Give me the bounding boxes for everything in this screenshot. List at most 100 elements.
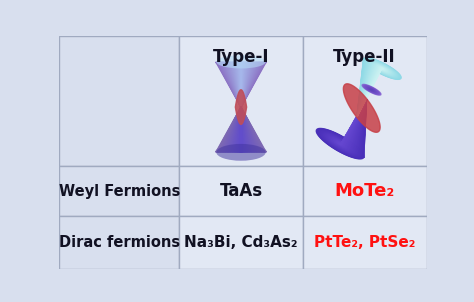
Polygon shape: [334, 99, 366, 148]
Polygon shape: [318, 99, 366, 158]
Text: PtTe₂, PtSe₂: PtTe₂, PtSe₂: [314, 235, 415, 250]
Polygon shape: [219, 62, 263, 107]
Polygon shape: [319, 99, 366, 157]
Polygon shape: [233, 107, 248, 152]
Text: Type-I: Type-I: [213, 48, 269, 66]
Polygon shape: [228, 107, 254, 152]
Polygon shape: [316, 99, 366, 159]
Polygon shape: [335, 99, 366, 147]
Polygon shape: [224, 107, 258, 152]
Ellipse shape: [216, 55, 265, 69]
Bar: [59, 165, 179, 217]
Bar: [302, 36, 427, 165]
Polygon shape: [226, 107, 256, 152]
Polygon shape: [357, 64, 391, 117]
Polygon shape: [337, 99, 366, 145]
Polygon shape: [236, 90, 246, 124]
Polygon shape: [357, 59, 399, 117]
Polygon shape: [357, 60, 397, 117]
Polygon shape: [357, 65, 388, 117]
Polygon shape: [232, 62, 250, 107]
Polygon shape: [357, 58, 401, 117]
Polygon shape: [234, 107, 248, 152]
Polygon shape: [233, 62, 248, 107]
Polygon shape: [357, 62, 395, 117]
Polygon shape: [223, 107, 259, 152]
Polygon shape: [324, 99, 366, 154]
Polygon shape: [357, 68, 383, 117]
Text: Dirac fermions: Dirac fermions: [59, 235, 180, 250]
Polygon shape: [230, 62, 252, 107]
Polygon shape: [357, 66, 388, 117]
Polygon shape: [357, 66, 387, 117]
Polygon shape: [357, 58, 401, 117]
Polygon shape: [222, 107, 260, 152]
Polygon shape: [231, 62, 251, 107]
Polygon shape: [227, 62, 255, 107]
Polygon shape: [216, 62, 266, 107]
Polygon shape: [328, 99, 366, 152]
Polygon shape: [338, 99, 366, 145]
Polygon shape: [236, 107, 246, 152]
Polygon shape: [217, 62, 265, 107]
Polygon shape: [357, 63, 393, 117]
Polygon shape: [325, 99, 366, 153]
Polygon shape: [230, 107, 252, 152]
Polygon shape: [227, 107, 255, 152]
Polygon shape: [217, 107, 265, 152]
Polygon shape: [227, 107, 255, 152]
Polygon shape: [357, 67, 385, 117]
Polygon shape: [238, 62, 244, 107]
Polygon shape: [357, 67, 384, 117]
Bar: [179, 36, 302, 165]
Polygon shape: [237, 107, 246, 152]
Polygon shape: [357, 63, 392, 117]
Polygon shape: [357, 68, 384, 117]
Polygon shape: [219, 62, 263, 107]
Polygon shape: [323, 99, 366, 155]
Polygon shape: [357, 62, 394, 117]
Polygon shape: [327, 99, 366, 152]
Polygon shape: [329, 99, 366, 151]
Bar: [179, 217, 302, 269]
Polygon shape: [219, 62, 264, 107]
Polygon shape: [327, 99, 366, 152]
Polygon shape: [331, 99, 366, 149]
Polygon shape: [238, 107, 244, 152]
Polygon shape: [328, 99, 366, 151]
Polygon shape: [236, 62, 246, 107]
Polygon shape: [217, 107, 265, 152]
Polygon shape: [324, 99, 366, 154]
Polygon shape: [333, 99, 366, 149]
Polygon shape: [357, 59, 399, 117]
Polygon shape: [231, 107, 251, 152]
Polygon shape: [234, 62, 248, 107]
Polygon shape: [357, 61, 396, 117]
Polygon shape: [237, 62, 245, 107]
Polygon shape: [357, 64, 391, 117]
Polygon shape: [357, 66, 386, 117]
Polygon shape: [219, 107, 263, 152]
Polygon shape: [333, 99, 366, 148]
Polygon shape: [317, 99, 366, 159]
Polygon shape: [224, 62, 258, 107]
Polygon shape: [227, 62, 255, 107]
Polygon shape: [240, 107, 242, 152]
Polygon shape: [228, 62, 254, 107]
Polygon shape: [223, 62, 259, 107]
Text: MoTe₂: MoTe₂: [335, 182, 395, 200]
Polygon shape: [225, 62, 257, 107]
Polygon shape: [219, 107, 264, 152]
Polygon shape: [223, 107, 259, 152]
Text: TaAs: TaAs: [219, 182, 263, 200]
Polygon shape: [216, 107, 266, 152]
Polygon shape: [357, 59, 400, 117]
Polygon shape: [230, 107, 252, 152]
Polygon shape: [367, 87, 376, 92]
Polygon shape: [220, 107, 262, 152]
Polygon shape: [237, 62, 246, 107]
Polygon shape: [221, 107, 261, 152]
Polygon shape: [319, 99, 366, 158]
Polygon shape: [235, 62, 246, 107]
Polygon shape: [357, 59, 400, 117]
